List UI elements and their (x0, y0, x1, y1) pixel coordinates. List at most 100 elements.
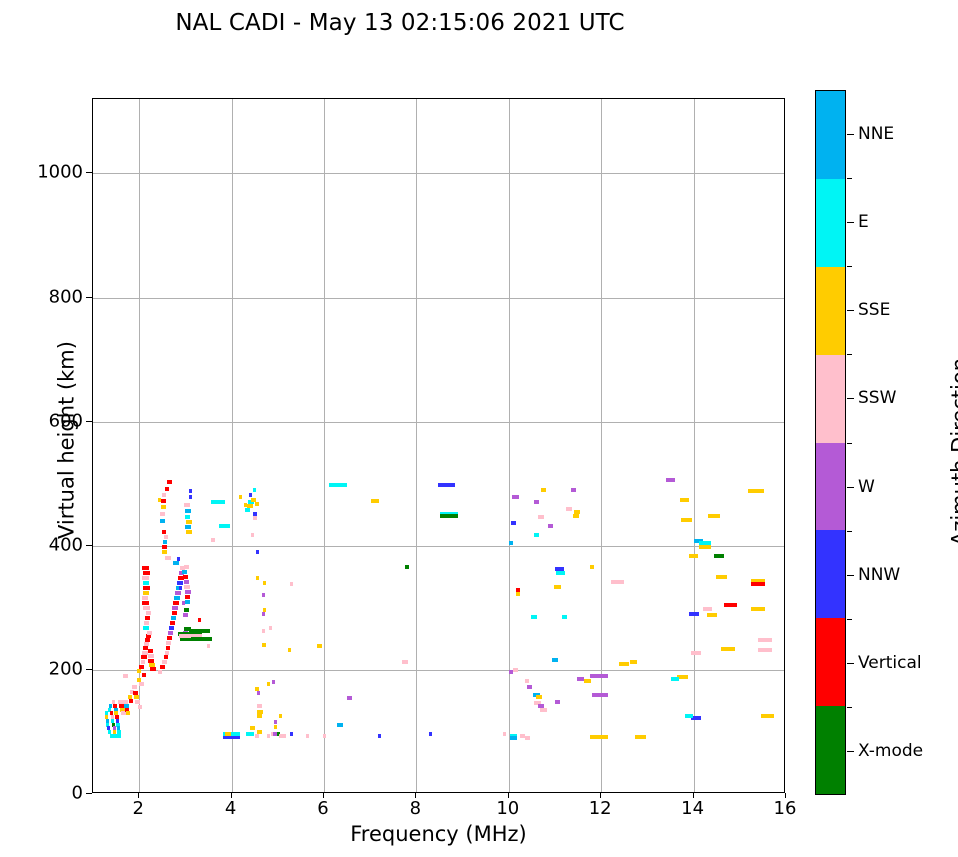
echo-trace (257, 713, 262, 718)
x-tick-label: 2 (132, 798, 144, 819)
echo-trace (535, 695, 543, 700)
plot-area (92, 98, 785, 793)
echo-trace (713, 553, 725, 558)
echo-trace (162, 549, 167, 554)
echo-trace (124, 707, 130, 712)
echo-trace (183, 564, 190, 569)
echo-trace (139, 681, 144, 686)
echo-trace (141, 595, 149, 600)
echo-trace (167, 635, 172, 640)
echo-trace (699, 545, 712, 550)
colorbar-segment-ssw[interactable] (816, 354, 845, 443)
echo-trace (140, 660, 146, 665)
x-tick-mark (600, 793, 602, 798)
colorbar-boundary-tick (847, 354, 852, 356)
echo-trace (121, 711, 126, 716)
echo-trace (179, 634, 203, 639)
echo-trace (114, 711, 118, 716)
echo-trace (751, 607, 766, 612)
colorbar-segment-e[interactable] (816, 178, 845, 267)
x-tick-label: 10 (496, 798, 520, 819)
y-tick-label: 400 (48, 534, 83, 556)
colorbar-tick-mark (847, 750, 854, 752)
echo-trace (256, 691, 261, 696)
gridline-vertical (324, 99, 325, 792)
y-tick-mark (86, 793, 92, 794)
echo-trace (541, 487, 546, 492)
echo-trace (117, 733, 122, 738)
echo-trace (164, 650, 170, 655)
echo-trace (225, 732, 231, 737)
echo-trace (161, 530, 167, 535)
colorbar-segment-w[interactable] (816, 442, 845, 531)
echo-trace (106, 722, 110, 727)
echo-trace (262, 593, 266, 598)
echo-trace (510, 736, 517, 741)
echo-trace (273, 720, 277, 725)
echo-trace (172, 561, 180, 566)
echo-trace (317, 644, 322, 649)
echo-trace (428, 732, 432, 737)
colorbar-segment-nne[interactable] (816, 91, 845, 179)
y-tick-mark (86, 172, 92, 174)
colorbar[interactable] (815, 90, 846, 795)
echo-trace (439, 511, 458, 516)
colorbar-segment-sse[interactable] (816, 266, 845, 355)
echo-trace (245, 507, 251, 512)
echo-trace (166, 640, 172, 645)
colorbar-tick-mark (847, 574, 854, 576)
echo-trace (123, 700, 128, 705)
echo-trace (148, 659, 154, 664)
echo-trace (186, 520, 192, 525)
echo-trace (243, 502, 247, 507)
echo-trace (508, 670, 514, 675)
echo-trace (253, 487, 257, 492)
x-tick-label: 6 (317, 798, 329, 819)
echo-trace (122, 674, 129, 679)
echo-trace (185, 509, 191, 514)
colorbar-segment-vertical[interactable] (816, 618, 845, 707)
echo-trace (177, 581, 183, 586)
echo-trace (566, 506, 572, 511)
colorbar-segment-nnw[interactable] (816, 530, 845, 619)
echo-trace (147, 654, 154, 659)
echo-trace (185, 589, 191, 594)
gridline-horizontal (93, 545, 784, 547)
echo-trace (184, 599, 191, 604)
echo-trace (142, 566, 149, 571)
echo-trace (162, 540, 168, 545)
colorbar-boundary-tick (847, 178, 852, 180)
echo-trace (592, 692, 609, 697)
echo-trace (183, 579, 190, 584)
echo-trace (129, 690, 134, 695)
echo-trace (263, 581, 267, 586)
echo-trace (106, 718, 110, 723)
echo-trace (141, 672, 147, 677)
colorbar-segment-x-mode[interactable] (816, 706, 845, 794)
echo-trace (508, 541, 514, 546)
echo-trace (150, 666, 156, 671)
y-tick-label: 600 (48, 410, 83, 432)
echo-trace (665, 478, 676, 482)
echo-trace (120, 707, 125, 712)
echo-trace (269, 625, 273, 630)
colorbar-tick-mark (847, 662, 854, 664)
echo-trace (184, 515, 191, 520)
x-tick-mark (692, 793, 694, 798)
echo-trace (107, 726, 111, 731)
echo-trace (163, 535, 169, 540)
echo-trace (520, 733, 525, 738)
y-tick-label: 200 (48, 658, 83, 680)
echo-trace (189, 489, 193, 494)
echo-trace (693, 538, 703, 543)
echo-trace (113, 729, 117, 734)
echo-trace (554, 584, 561, 589)
gridline-vertical (693, 99, 695, 792)
echo-trace (555, 567, 564, 572)
gridline-horizontal (93, 173, 784, 175)
x-tick-mark (138, 793, 140, 798)
echo-trace (113, 703, 117, 708)
echo-trace (254, 734, 260, 739)
colorbar-tick-mark (847, 310, 854, 312)
echo-trace (751, 578, 766, 583)
